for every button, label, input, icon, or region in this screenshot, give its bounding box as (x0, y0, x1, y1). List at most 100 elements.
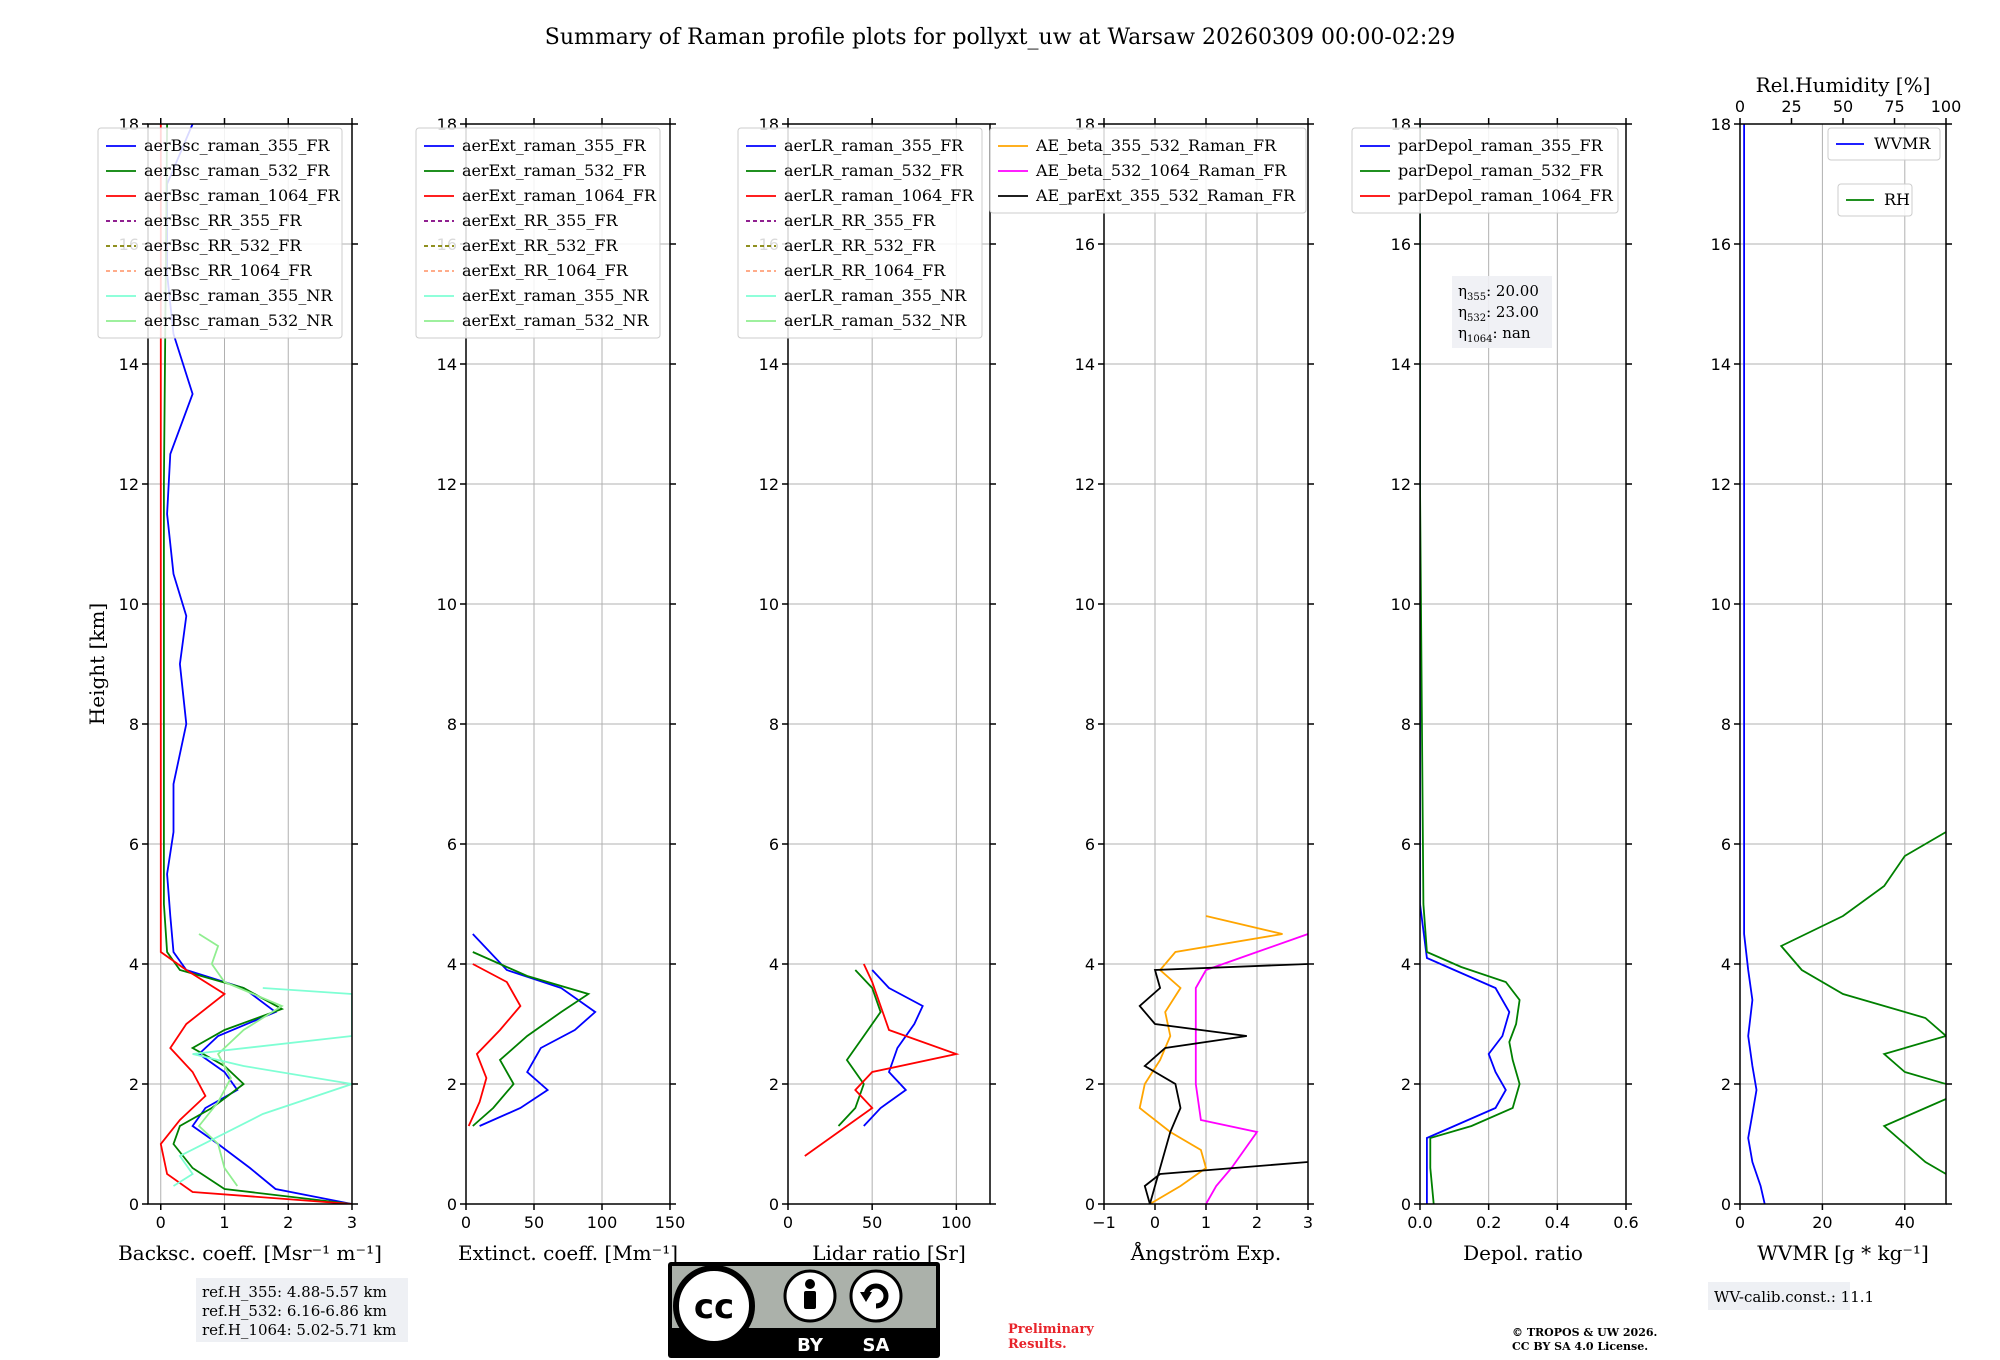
axes-frame-wv (1739, 123, 1947, 1205)
cc-logo-text: cc (694, 1287, 734, 1327)
wv-calibration-note: WV-calib.const.: 11.1 (1714, 1288, 1874, 1306)
xtick-label-dep-3: 0.6 (1613, 1213, 1638, 1232)
ytick-label-lr-3: 6 (769, 835, 779, 854)
xlabel-ae: Ångström Exp. (1130, 1240, 1281, 1265)
xtick-label-bsc-0: 0 (156, 1213, 166, 1232)
series-line-ae-2 (1138, 963, 1308, 1204)
legend-box-ae (989, 127, 1307, 214)
ytick-label-ext-5: 10 (437, 595, 457, 614)
ytick-label-lr-7: 14 (759, 355, 779, 374)
ytick-label-ae-0: 0 (1085, 1195, 1095, 1214)
ytick-label-ae-4: 8 (1085, 715, 1095, 734)
series-line-ext-0 (472, 933, 597, 1127)
cc-by-label: BY (797, 1335, 824, 1356)
depol-eta-box (1452, 276, 1552, 348)
legend-label-bsc-3: aerBsc_RR_355_FR (144, 211, 302, 230)
ytick-label-wv-9: 18 (1711, 115, 1731, 134)
xlabel-ext: Extinct. coeff. [Mm⁻¹] (458, 1241, 678, 1265)
ytick-label-wv-5: 10 (1711, 595, 1731, 614)
legend-label-ext-5: aerExt_RR_1064_FR (462, 261, 629, 280)
series-line-dep-0 (1420, 124, 1511, 1204)
series-line-bsc-3 (197, 933, 284, 1187)
ytick-label-ae-2: 4 (1085, 955, 1095, 974)
legend-label-ae-2: AE_parExt_355_532_Raman_FR (1035, 186, 1296, 205)
legend-label-bsc-1: aerBsc_raman_532_FR (144, 161, 330, 180)
legend-box-ext (415, 127, 661, 339)
ytick-label-dep-1: 2 (1401, 1075, 1411, 1094)
ytick-label-ae-3: 6 (1085, 835, 1095, 854)
series-line-bsc-2 (159, 124, 352, 1204)
axes-frame-bsc (147, 123, 353, 1205)
xtick-label-ext-1: 50 (524, 1213, 544, 1232)
xtick-label-ext-2: 100 (587, 1213, 618, 1232)
preliminary-line-1: Preliminary (1008, 1322, 1094, 1337)
xtick-label-wv-0: 0 (1735, 1213, 1745, 1232)
legend-box-dep (1351, 127, 1619, 214)
ytick-label-dep-4: 8 (1401, 715, 1411, 734)
share-alike-arc (863, 1283, 889, 1309)
panel-lr: 024681012141618050100Lidar ratio [Sr]aer… (737, 115, 996, 1265)
ytick-label-wv-6: 12 (1711, 475, 1731, 494)
ytick-label-dep-6: 12 (1391, 475, 1411, 494)
top-tick-label-2: 50 (1833, 97, 1853, 116)
ytick-label-bsc-0: 0 (129, 1195, 139, 1214)
ytick-label-bsc-6: 12 (119, 475, 139, 494)
legend-label-lr-1: aerLR_raman_532_FR (784, 161, 964, 180)
legend-label-lr-6: aerLR_raman_355_NR (784, 286, 967, 305)
axes-frame-lr (787, 123, 991, 1205)
top-tick-label-1: 25 (1781, 97, 1801, 116)
depol-eta-1064: η1064: nan (1458, 324, 1531, 345)
xtick-label-bsc-2: 2 (283, 1213, 293, 1232)
legend-label-ext-6: aerExt_raman_355_NR (462, 286, 650, 305)
xtick-label-dep-0: 0.0 (1407, 1213, 1432, 1232)
legend-box-wv-1 (1837, 183, 1913, 217)
series-group-bsc (159, 124, 352, 1204)
ytick-label-ext-2: 4 (447, 955, 457, 974)
ytick-label-ae-1: 2 (1085, 1075, 1095, 1094)
series-line-ae-0 (1138, 915, 1283, 1204)
xlabel-dep: Depol. ratio (1463, 1241, 1583, 1265)
legend-label-lr-0: aerLR_raman_355_FR (784, 136, 964, 155)
xtick-label-ae-0: −1 (1092, 1213, 1116, 1232)
xtick-label-lr-2: 100 (941, 1213, 972, 1232)
ytick-label-ae-5: 10 (1075, 595, 1095, 614)
ytick-label-lr-6: 12 (759, 475, 779, 494)
share-alike-icon (849, 1269, 903, 1323)
ytick-label-wv-3: 6 (1721, 835, 1731, 854)
top-axis-label: Rel.Humidity [%] (1756, 73, 1931, 97)
series-line-bsc-1 (163, 124, 352, 1204)
xlabel-lr: Lidar ratio [Sr] (812, 1241, 966, 1265)
series-group-ae (1138, 915, 1308, 1204)
series-line-ext-1 (472, 951, 591, 1127)
ytick-label-lr-1: 2 (769, 1075, 779, 1094)
ytick-label-bsc-3: 6 (129, 835, 139, 854)
ytick-label-ae-6: 12 (1075, 475, 1095, 494)
ytick-label-bsc-1: 2 (129, 1075, 139, 1094)
legend-label-ae-0: AE_beta_355_532_Raman_FR (1035, 136, 1277, 155)
xtick-label-bsc-1: 1 (219, 1213, 229, 1232)
ytick-label-dep-2: 4 (1401, 955, 1411, 974)
series-line-lr-2 (804, 963, 960, 1157)
ytick-label-ext-7: 14 (437, 355, 457, 374)
legend-label-ext-7: aerExt_raman_532_NR (462, 311, 650, 330)
legend-label-ext-3: aerExt_RR_355_FR (462, 211, 619, 230)
top-tick-label-0: 0 (1735, 97, 1745, 116)
ytick-label-bsc-5: 10 (119, 595, 139, 614)
xtick-label-lr-0: 0 (783, 1213, 793, 1232)
series-line-ext-2 (467, 963, 522, 1127)
ytick-label-wv-8: 16 (1711, 235, 1731, 254)
series-line-lr-0 (863, 969, 924, 1127)
legend-label-bsc-6: aerBsc_raman_355_NR (144, 286, 333, 305)
reference-heights-box: ref.H_355: 4.88-5.57 km ref.H_532: 6.16-… (196, 1278, 408, 1342)
series-line-wv-1 (1779, 830, 1946, 1176)
legend-label-ext-0: aerExt_raman_355_FR (462, 136, 647, 155)
legend-label-ext-2: aerExt_raman_1064_FR (462, 186, 657, 205)
preliminary-line-2: Results. (1008, 1337, 1067, 1352)
legend-label-lr-7: aerLR_raman_532_NR (784, 311, 967, 330)
axes-frame-dep (1419, 123, 1627, 1205)
legend-label-ext-4: aerExt_RR_532_FR (462, 236, 619, 255)
xtick-label-ae-2: 1 (1201, 1213, 1211, 1232)
legend-box-lr (737, 127, 983, 339)
top-tick-label-4: 100 (1931, 97, 1962, 116)
legend-label-bsc-5: aerBsc_RR_1064_FR (144, 261, 313, 280)
